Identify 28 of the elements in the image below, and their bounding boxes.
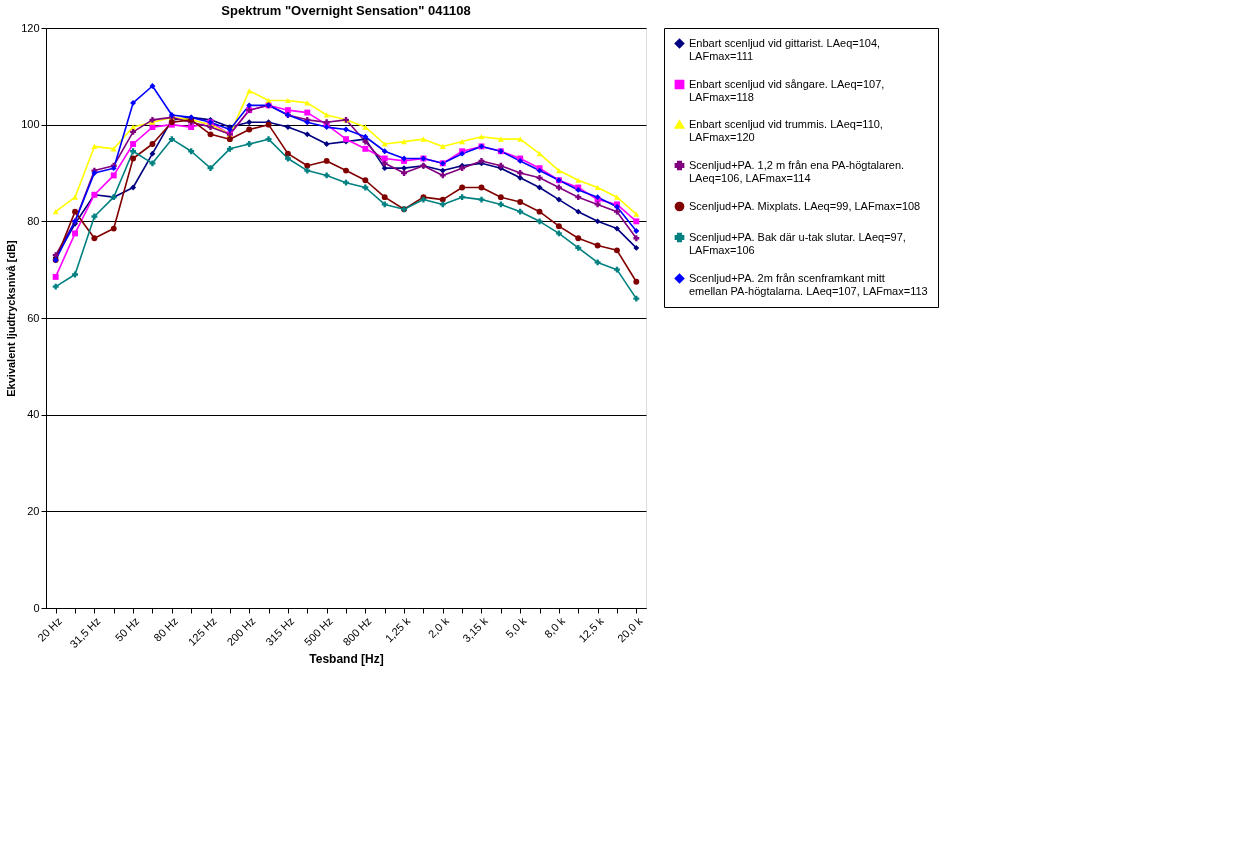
legend-label: Scenljud+PA. 1,2 m från ena PA-högtalaren. LAeq=106, LAFmax=114 bbox=[689, 158, 905, 184]
x-tick-label: 200 Hz bbox=[224, 614, 258, 648]
y-tick-label: 20 bbox=[27, 504, 40, 517]
y-tick-label: 40 bbox=[27, 408, 40, 421]
legend-label: Scenljud+PA. Bak där u-tak slutar. LAeq=97, LAFmax=106 bbox=[689, 230, 906, 256]
x-axis-title: Tesband [Hz] bbox=[309, 652, 384, 667]
legend-label: Scenljud+PA. Mixplats. LAeq=99, LAFmax=108 bbox=[689, 199, 921, 212]
x-tick-label: 125 Hz bbox=[185, 614, 219, 648]
x-tick-label: 20 Hz bbox=[35, 614, 64, 644]
y-tick-label: 60 bbox=[27, 311, 40, 324]
legend-label: Scenljud+PA. 2m från scenframkant mitt emellan PA-högtalarna. LAeq=107, LAFmax=113 bbox=[689, 271, 928, 297]
x-tick-label: 315 Hz bbox=[263, 614, 297, 648]
x-tick-label: 500 Hz bbox=[301, 614, 335, 648]
y-axis-title: Ekvivalent ljudtrycksnivå [dB] bbox=[5, 239, 18, 397]
chart-title: Spektrum "Overnight Sensation" 041108 bbox=[221, 3, 471, 18]
legend-label: Enbart scenljud vid gittarist. LAeq=104, LAFmax=111 bbox=[689, 36, 881, 62]
y-tick-label: 0 bbox=[33, 601, 40, 614]
legend-label: Enbart scenljud vid trummis. LAeq=110, LAFmax=120 bbox=[689, 117, 883, 143]
x-tick-label: 5,0 k bbox=[503, 614, 529, 641]
legend-label: Enbart scenljud vid sångare. LAeq=107, LAFmax=118 bbox=[689, 77, 885, 103]
x-tick-label: 50 Hz bbox=[112, 614, 142, 644]
y-tick-label: 80 bbox=[27, 214, 40, 227]
x-tick-label: 8,0 k bbox=[541, 614, 568, 641]
y-tick-label: 120 bbox=[21, 21, 40, 34]
x-tick-label: 800 Hz bbox=[340, 614, 374, 648]
x-tick-label: 80 Hz bbox=[151, 614, 181, 644]
y-tick-label: 100 bbox=[21, 118, 40, 131]
x-tick-label: 2,0 k bbox=[425, 614, 452, 641]
